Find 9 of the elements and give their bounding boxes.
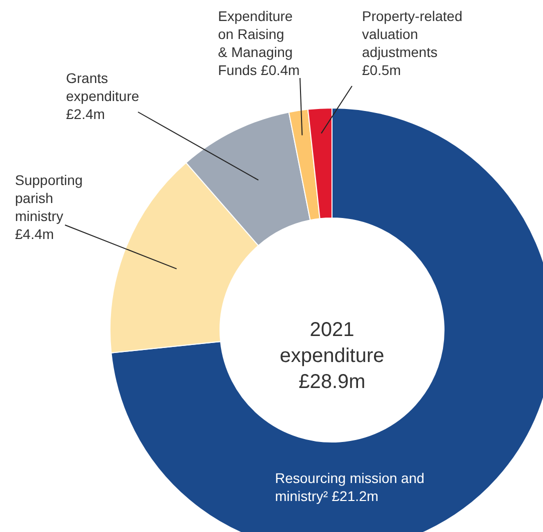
slice-label: Supporting parish ministry xyxy=(15,172,83,224)
slice-label: Expenditure on Raising & Managing Funds £0.4m xyxy=(218,8,300,78)
slice-label: Grants expenditure xyxy=(66,70,140,104)
data-label: £4.4m xyxy=(15,226,54,242)
slice-label: Resourcing mission and ministry² £21.2m xyxy=(275,470,424,504)
data-label: £0.5m xyxy=(362,62,401,78)
data-label: £2.4m xyxy=(66,106,105,122)
text: 2021 expenditure £28.9m xyxy=(280,319,384,393)
slice-label: Property-related valuation adjustments xyxy=(362,8,462,60)
